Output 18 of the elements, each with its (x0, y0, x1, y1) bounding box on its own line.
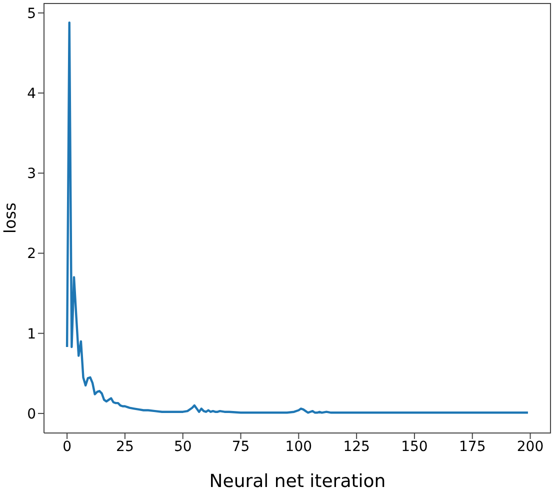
x-tick-label: 150 (401, 438, 428, 455)
y-tick-label: 3 (27, 166, 36, 182)
x-axis-title: Neural net iteration (209, 471, 386, 489)
x-tick-label: 25 (116, 438, 134, 455)
line-series (66, 21, 530, 414)
x-tick-label: 75 (232, 438, 250, 455)
y-tick-label: 1 (27, 326, 36, 342)
x-tick-label: 100 (285, 438, 312, 455)
y-tick-label: 2 (27, 246, 36, 262)
x-tick-label: 125 (343, 438, 370, 455)
x-tick-label: 175 (459, 438, 486, 455)
y-tick-label: 0 (27, 406, 36, 422)
y-tick-label: 4 (27, 86, 36, 102)
x-tick-label: 0 (62, 438, 72, 455)
y-tick-label: 5 (27, 6, 36, 22)
x-tick-label: 50 (174, 438, 192, 455)
x-tick-label: 200 (516, 438, 544, 455)
y-axis-title: loss (0, 202, 20, 234)
